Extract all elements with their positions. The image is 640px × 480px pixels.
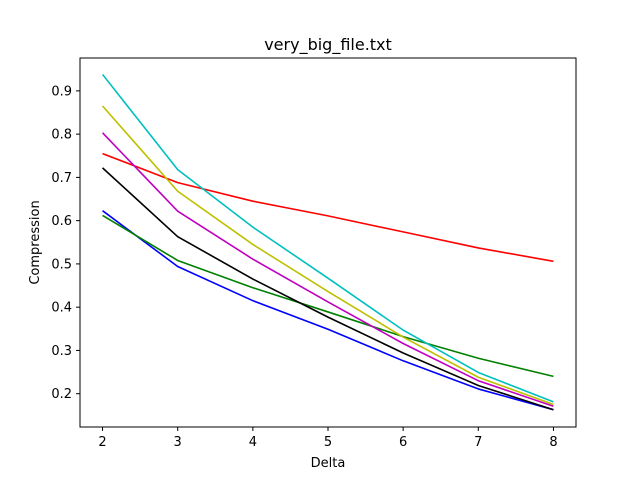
y-tick-label: 0.3 xyxy=(51,344,72,359)
chart-title: very_big_file.txt xyxy=(264,35,392,55)
y-tick-label: 0.7 xyxy=(51,171,72,186)
series-line-4 xyxy=(101,73,554,403)
series-line-2 xyxy=(102,214,554,378)
x-tick-label: 6 xyxy=(399,435,407,450)
y-tick-label: 0.5 xyxy=(51,257,72,272)
x-tick-label: 8 xyxy=(549,435,557,450)
x-axis-label: Delta xyxy=(311,456,346,471)
x-tick-label: 7 xyxy=(474,435,482,450)
x-tick-label: 3 xyxy=(174,435,182,450)
x-tick-label: 4 xyxy=(249,435,257,450)
series-line-3 xyxy=(102,152,554,263)
y-tick-label: 0.2 xyxy=(51,387,72,402)
x-tick-label: 5 xyxy=(324,435,332,450)
y-tick-label: 0.4 xyxy=(51,301,72,316)
plot-area: 2 3 4 5 6 7 8 0.2 0.3 0.4 0.5 0.6 0.7 0.8 0.9 xyxy=(51,73,558,450)
y-tick-label: 0.9 xyxy=(51,84,72,99)
plot-frame xyxy=(79,57,577,428)
series-line-1 xyxy=(102,210,554,411)
series-line-7 xyxy=(102,167,554,411)
x-tick-label: 2 xyxy=(98,435,106,450)
series-line-6 xyxy=(101,105,554,406)
series-line-5 xyxy=(101,132,554,407)
y-tick-label: 0.8 xyxy=(51,128,72,143)
y-tick-label: 0.6 xyxy=(51,214,72,229)
y-axis-label: Compression xyxy=(28,200,43,284)
